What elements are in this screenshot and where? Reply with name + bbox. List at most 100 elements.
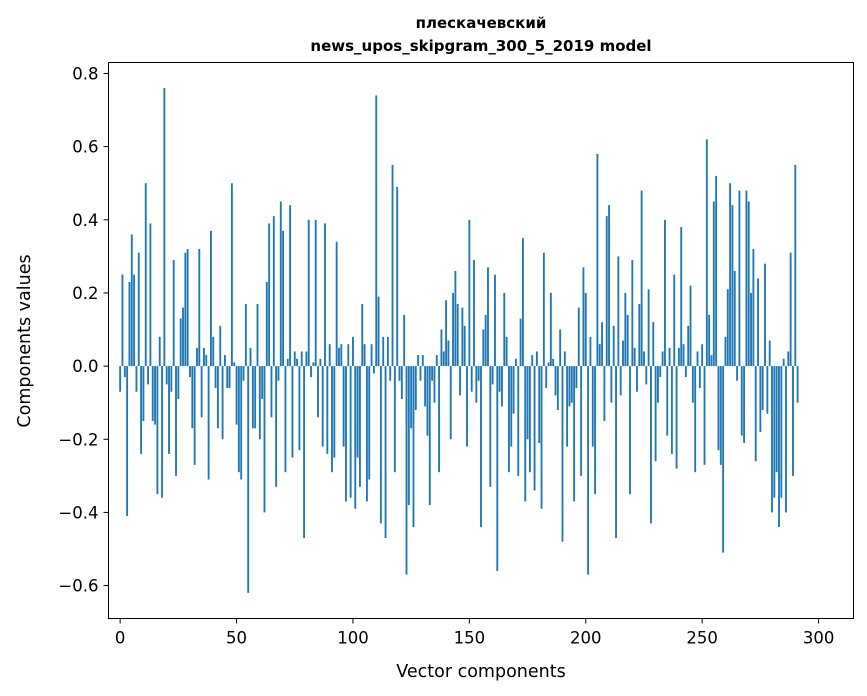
bar-180 bbox=[538, 366, 541, 443]
bar-78 bbox=[300, 351, 303, 367]
x-tick-label: 250 bbox=[686, 629, 718, 648]
bar-269 bbox=[745, 190, 748, 367]
bar-67 bbox=[275, 366, 278, 487]
bar-252 bbox=[705, 139, 708, 367]
bar-228 bbox=[650, 366, 652, 524]
bar-17 bbox=[158, 336, 161, 367]
bar-277 bbox=[764, 263, 766, 367]
y-tick-label: 0.6 bbox=[72, 138, 98, 157]
bar-88 bbox=[324, 223, 326, 367]
y-axis: −0.6 −0.4 −0.2 0.0 0.2 0.4 0.6 0.8 bbox=[58, 64, 109, 596]
x-tick-label: 150 bbox=[454, 629, 486, 648]
bar-28 bbox=[184, 252, 187, 367]
bar-105 bbox=[363, 344, 366, 367]
bar-100 bbox=[352, 336, 354, 367]
bar-96 bbox=[342, 366, 345, 447]
bar-152 bbox=[473, 260, 475, 367]
bar-216 bbox=[622, 340, 624, 367]
bar-75 bbox=[293, 351, 296, 367]
bar-31 bbox=[191, 366, 194, 429]
y-tick-label: 0.2 bbox=[72, 284, 98, 303]
bar-146 bbox=[459, 366, 461, 396]
bar-232 bbox=[659, 366, 662, 378]
bar-132 bbox=[426, 366, 429, 436]
bar-54 bbox=[244, 303, 247, 367]
bar-5 bbox=[130, 234, 133, 367]
bar-235 bbox=[666, 366, 669, 436]
bar-242 bbox=[682, 344, 685, 367]
bar-271 bbox=[750, 292, 752, 367]
bar-247 bbox=[694, 366, 697, 473]
bar-173 bbox=[521, 238, 524, 367]
bar-190 bbox=[561, 366, 564, 542]
bar-280 bbox=[771, 366, 773, 513]
bar-262 bbox=[729, 183, 732, 367]
bar-275 bbox=[759, 366, 762, 432]
bar-27 bbox=[182, 307, 184, 367]
bar-44 bbox=[221, 366, 224, 440]
bar-225 bbox=[643, 351, 645, 367]
bar-35 bbox=[200, 366, 203, 418]
bar-48 bbox=[230, 183, 233, 367]
bar-135 bbox=[433, 366, 436, 403]
bar-19 bbox=[163, 88, 166, 367]
bar-179 bbox=[535, 351, 538, 367]
bar-84 bbox=[314, 219, 317, 367]
bar-62 bbox=[263, 366, 266, 513]
bar-282 bbox=[775, 366, 778, 473]
bar-226 bbox=[645, 366, 648, 385]
bar-15 bbox=[154, 366, 156, 425]
bar-46 bbox=[226, 366, 229, 389]
bar-72 bbox=[286, 358, 289, 367]
bar-4 bbox=[128, 281, 131, 367]
bar-285 bbox=[782, 358, 785, 367]
bar-61 bbox=[261, 366, 264, 400]
bar-52 bbox=[240, 366, 243, 480]
bar-176 bbox=[528, 366, 531, 473]
bar-200 bbox=[584, 292, 587, 367]
bar-184 bbox=[547, 362, 550, 367]
bar-63 bbox=[265, 281, 268, 367]
x-tick-label: 200 bbox=[570, 629, 602, 648]
bar-2 bbox=[123, 366, 126, 378]
bar-116 bbox=[389, 366, 392, 381]
bar-166 bbox=[505, 336, 508, 367]
bar-215 bbox=[619, 366, 622, 396]
bar-33 bbox=[196, 347, 198, 367]
bar-69 bbox=[279, 201, 282, 367]
bar-253 bbox=[708, 314, 711, 367]
bar-26 bbox=[179, 318, 182, 367]
bar-217 bbox=[624, 292, 627, 367]
bar-98 bbox=[347, 344, 350, 367]
bar-104 bbox=[361, 303, 364, 367]
bar-196 bbox=[575, 366, 578, 389]
bar-110 bbox=[375, 95, 378, 367]
bar-270 bbox=[747, 201, 750, 367]
bar-142 bbox=[449, 366, 452, 440]
bar-194 bbox=[570, 366, 573, 403]
bar-51 bbox=[237, 366, 240, 473]
bar-266 bbox=[738, 190, 741, 367]
bar-284 bbox=[780, 366, 783, 498]
bar-97 bbox=[345, 366, 347, 502]
bar-58 bbox=[254, 366, 257, 429]
bar-189 bbox=[559, 329, 562, 367]
bar-170 bbox=[514, 358, 517, 367]
bar-206 bbox=[598, 344, 601, 367]
bar-125 bbox=[410, 366, 413, 429]
bar-60 bbox=[258, 366, 261, 440]
bar-236 bbox=[668, 347, 671, 367]
bar-8 bbox=[137, 252, 140, 367]
bar-129 bbox=[419, 366, 422, 381]
bar-13 bbox=[149, 223, 152, 367]
bar-219 bbox=[629, 366, 631, 495]
bar-23 bbox=[172, 260, 175, 367]
bar-34 bbox=[198, 249, 201, 367]
bar-65 bbox=[270, 366, 273, 418]
bar-9 bbox=[140, 366, 143, 454]
bar-145 bbox=[456, 303, 459, 367]
chart-subtitle: news_upos_skipgram_300_5_2019 model bbox=[310, 37, 651, 55]
bar-73 bbox=[289, 205, 292, 367]
bar-224 bbox=[640, 190, 643, 367]
